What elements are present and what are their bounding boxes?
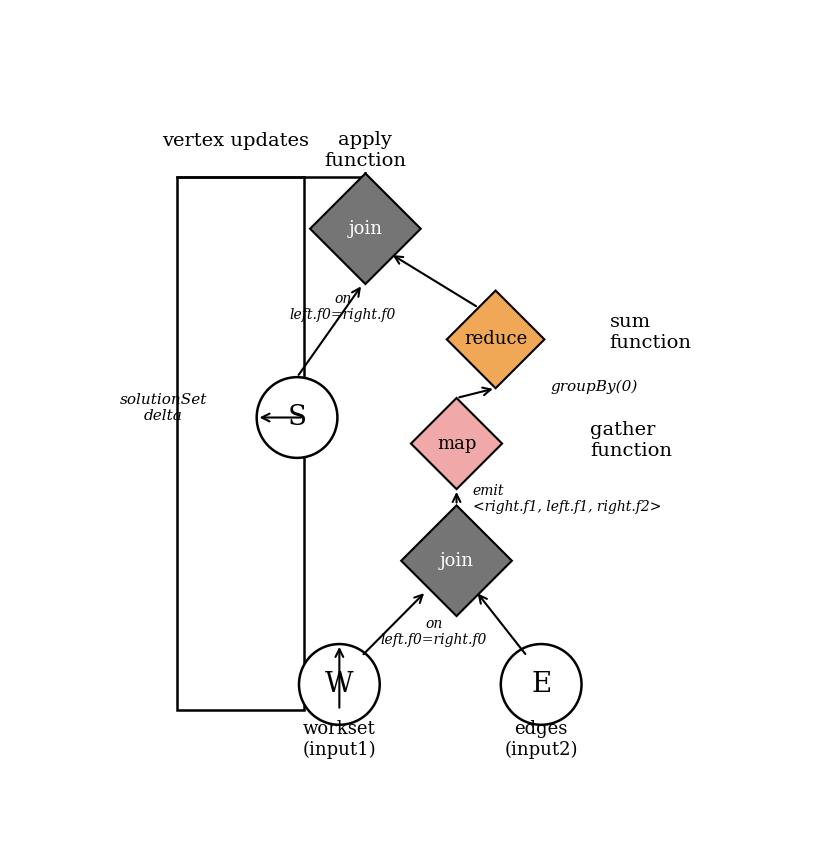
Text: gather
function: gather function — [590, 421, 672, 460]
Polygon shape — [411, 398, 502, 489]
Polygon shape — [402, 505, 512, 616]
Text: join: join — [439, 551, 474, 570]
Text: sum
function: sum function — [610, 314, 691, 352]
Text: workset
(input1): workset (input1) — [302, 720, 376, 759]
Text: solutionSet
delta: solutionSet delta — [120, 393, 207, 423]
Polygon shape — [310, 174, 421, 284]
Circle shape — [299, 644, 380, 725]
Text: on
left.f0=right.f0: on left.f0=right.f0 — [381, 618, 487, 648]
Text: E: E — [531, 671, 551, 698]
Text: apply
function: apply function — [324, 131, 407, 170]
Polygon shape — [447, 290, 544, 388]
Text: on
left.f0=right.f0: on left.f0=right.f0 — [290, 292, 396, 322]
Text: edges
(input2): edges (input2) — [505, 720, 578, 759]
Text: reduce: reduce — [464, 331, 528, 349]
Text: join: join — [349, 220, 382, 238]
Text: map: map — [437, 435, 476, 453]
Circle shape — [501, 644, 581, 725]
Text: groupBy(0): groupBy(0) — [551, 380, 638, 394]
Text: emit
<right.f1, left.f1, right.f2>: emit <right.f1, left.f1, right.f2> — [473, 484, 661, 514]
Circle shape — [257, 377, 338, 458]
Bar — [176, 177, 303, 710]
Text: W: W — [325, 671, 354, 698]
Text: vertex updates: vertex updates — [162, 131, 309, 149]
Text: S: S — [287, 404, 307, 431]
